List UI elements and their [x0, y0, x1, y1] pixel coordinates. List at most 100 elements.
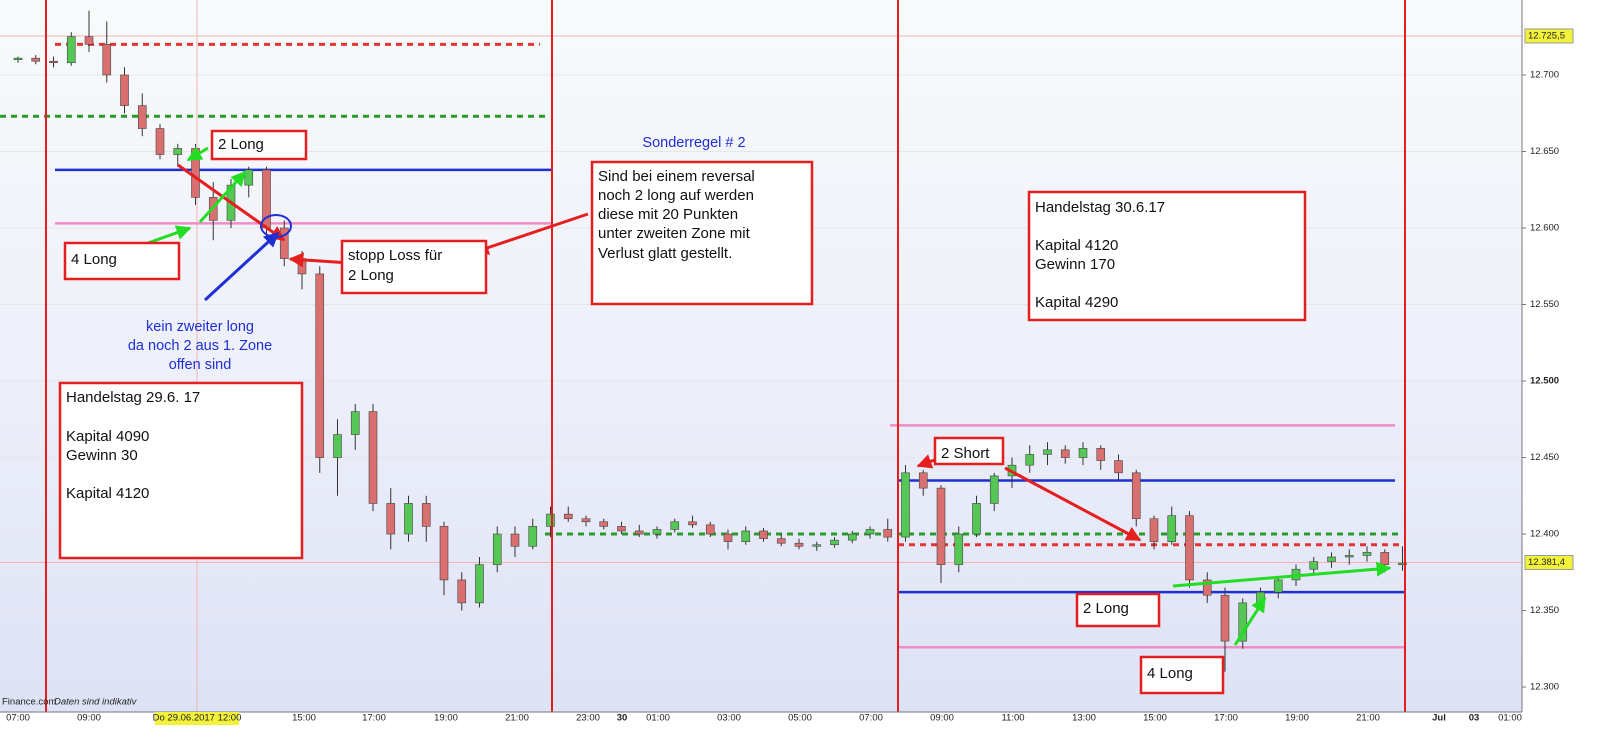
candle-body: [1327, 556, 1336, 562]
candle-body: [439, 526, 449, 581]
candle-body: [776, 538, 786, 544]
candle-body: [120, 74, 129, 106]
candle-body: [1344, 555, 1354, 558]
annotation-text: Handelstag 29.6. 17: [66, 389, 200, 406]
price-marker-label: 12.381,4: [1528, 557, 1565, 568]
annotation-box: [1139, 655, 1225, 695]
y-tick-label: 12.500: [1530, 376, 1559, 387]
candle-body: [563, 513, 573, 520]
candle-body: [918, 472, 928, 489]
annotation-text: 2 Long: [1083, 600, 1129, 617]
candle-body: [1131, 472, 1141, 520]
session-lines: [45, 0, 1406, 712]
candle-body: [1202, 579, 1212, 596]
candle-body: [492, 533, 502, 565]
disclaimer: Daten sind indikativ: [54, 697, 138, 708]
candle-body: [1238, 602, 1248, 642]
candle-body: [368, 411, 378, 504]
x-axis-area: [0, 712, 1522, 739]
source: Finance.com: [2, 697, 56, 708]
candle-body: [670, 521, 680, 530]
candle-body: [404, 503, 413, 535]
y-axis-area: [1522, 0, 1598, 739]
candle-body: [1114, 460, 1123, 474]
x-tick-label: 13:00: [1072, 713, 1096, 724]
candle-body: [66, 36, 76, 64]
candle-body: [936, 487, 946, 565]
candle-body: [954, 533, 964, 565]
candle-body: [475, 564, 484, 604]
candle-body: [634, 530, 644, 535]
candle-body: [546, 513, 555, 527]
annotation-text: Gewinn 170: [1035, 256, 1115, 273]
candle-body: [137, 105, 147, 129]
x-tick-label: 01:00: [1498, 713, 1522, 724]
candle-body: [705, 524, 715, 535]
candle-body: [989, 475, 999, 504]
candle-body: [155, 128, 165, 155]
annotation-text: Kapital 4290: [1035, 294, 1118, 311]
candle-body: [350, 411, 360, 435]
candle-body: [1078, 448, 1088, 458]
candle-body: [759, 530, 768, 539]
price-marker: [1524, 28, 1574, 44]
candle-body: [1185, 515, 1194, 581]
x-tick-label: 19:00: [1285, 713, 1309, 724]
annotation-text: Kapital 4090: [66, 428, 149, 445]
candle-body: [13, 57, 23, 60]
x-tick-label: 03: [1469, 713, 1480, 724]
annotation-text: Gewinn 30: [66, 447, 138, 464]
x-tick-label: 01:00: [646, 713, 670, 724]
candle-body: [1043, 449, 1052, 455]
candle-body: [723, 533, 733, 542]
candle-body: [812, 544, 822, 547]
price-marker: [1524, 554, 1574, 570]
candle-body: [1096, 448, 1106, 461]
y-tick-label: 12.600: [1530, 223, 1559, 234]
note-text: da noch 2 aus 1. Zone: [128, 338, 272, 354]
candle-body: [901, 472, 910, 538]
price-marker-label: 12.725,5: [1528, 30, 1565, 41]
x-tick-label: 30: [617, 713, 628, 724]
candle-body: [528, 526, 538, 547]
note-text: Sonderregel # 2: [642, 135, 745, 151]
x-tick-label: Jul: [1432, 713, 1446, 724]
x-tick-label: 09:00: [930, 713, 954, 724]
annotation-box: [590, 160, 814, 306]
candle-body: [794, 542, 804, 547]
x-tick-label: Do 29.06.2017 12:00: [153, 713, 242, 724]
candle-body: [652, 529, 662, 535]
candle-body: [1167, 515, 1177, 542]
candle-body: [386, 503, 396, 535]
annotation-text: 4 Long: [71, 251, 117, 268]
annotation-text: Kapital 4120: [1035, 237, 1118, 254]
candle-body: [1025, 454, 1035, 466]
crosshair-label-bg: [155, 712, 239, 725]
x-tick-label: 17:00: [1214, 713, 1238, 724]
annotation-box: [58, 381, 304, 560]
candle-body: [173, 148, 183, 155]
y-tick-label: 12.550: [1530, 299, 1559, 310]
annotation-text: Verlust glatt gestellt.: [598, 245, 732, 262]
candle-body: [865, 529, 875, 535]
candle-body: [421, 503, 431, 527]
x-tick-label: 19:00: [434, 713, 458, 724]
annotation-box: [1027, 190, 1307, 322]
x-tick-label: 03:00: [717, 713, 741, 724]
y-tick-label: 12.350: [1530, 605, 1559, 616]
annotation-text: unter zweiten Zone mit: [598, 225, 751, 242]
candle-body: [102, 44, 112, 76]
candle-body: [31, 57, 41, 62]
x-tick-label: 21:00: [1356, 713, 1380, 724]
annotation-text: Handelstag 30.6.17: [1035, 199, 1165, 216]
annotation-text: 2 Short: [941, 445, 990, 462]
annotation-text: Kapital 4120: [66, 485, 149, 502]
candle-body: [244, 169, 254, 186]
candle-body: [741, 530, 751, 542]
annotation-text: stopp Loss für: [348, 247, 442, 264]
candle-body: [688, 521, 697, 526]
annotation-text: 4 Long: [1147, 665, 1193, 682]
annotation-text: 2 Long: [218, 136, 264, 153]
candle-body: [1220, 594, 1230, 642]
